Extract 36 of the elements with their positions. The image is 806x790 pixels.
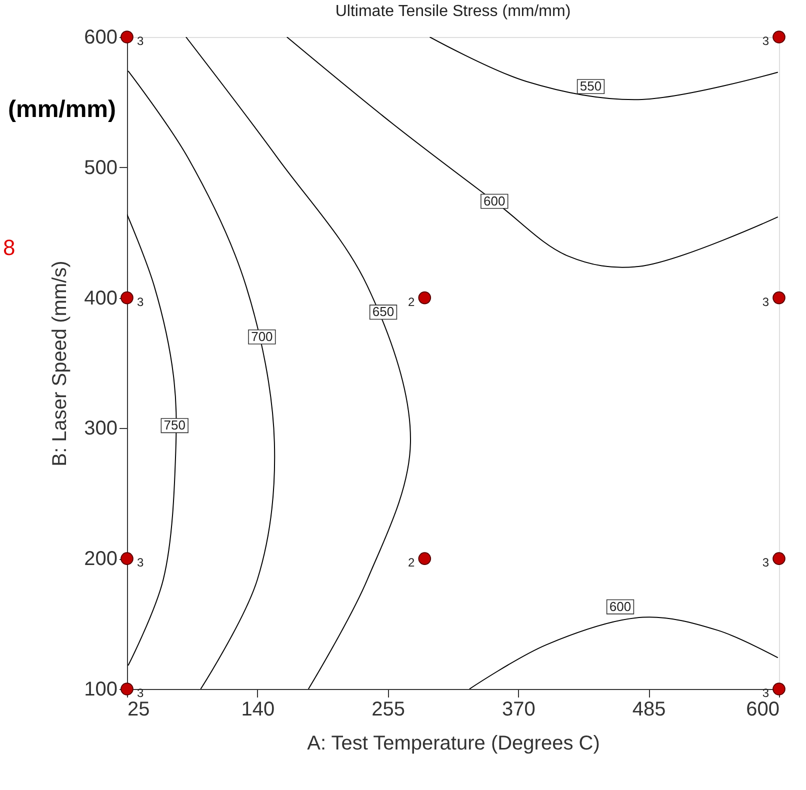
annotation: 3	[137, 686, 144, 700]
x-tick-label: 25	[128, 698, 150, 720]
annotation: 2	[408, 556, 415, 570]
y-tick-label: 200	[84, 548, 118, 570]
y-tick-label: 400	[84, 287, 118, 310]
annotation: 3	[137, 556, 144, 570]
line-series	[468, 616, 778, 689]
annotation: 3	[762, 686, 770, 700]
annotation: 700	[251, 328, 273, 344]
line-series	[286, 37, 778, 268]
annotation: 3	[137, 294, 144, 309]
annotation: 3	[762, 556, 770, 570]
annotation: 600	[609, 598, 632, 614]
text: 8	[3, 235, 16, 260]
chart-title: Ultimate Tensile Stress (mm/mm)	[335, 3, 571, 20]
y-tick-label: 100	[84, 678, 118, 700]
annotation: 2	[408, 294, 415, 309]
annotation: 750	[164, 418, 186, 433]
x-tick-label: 485	[632, 698, 666, 720]
line-series	[429, 37, 778, 100]
x-tick-label: 255	[372, 698, 405, 720]
y-tick-label: 500	[84, 156, 118, 179]
x-axis-title: A: Test Temperature (Degrees C)	[307, 732, 600, 754]
x-tick-label: 140	[241, 698, 275, 720]
annotation: 3	[137, 34, 144, 48]
annotation: 550	[580, 78, 602, 94]
text: (mm/mm)	[8, 96, 116, 123]
y-tick-label: 300	[84, 418, 118, 440]
x-tick-label: 370	[502, 698, 536, 720]
annotation: 3	[762, 294, 770, 309]
line-series	[128, 70, 276, 689]
annotation: 3	[762, 34, 770, 48]
annotation: 650	[372, 304, 394, 320]
y-tick-label: 600	[84, 26, 118, 48]
y-axis-title: B: Laser Speed (mm/s)	[49, 260, 72, 466]
x-tick-label: 600	[746, 698, 780, 720]
